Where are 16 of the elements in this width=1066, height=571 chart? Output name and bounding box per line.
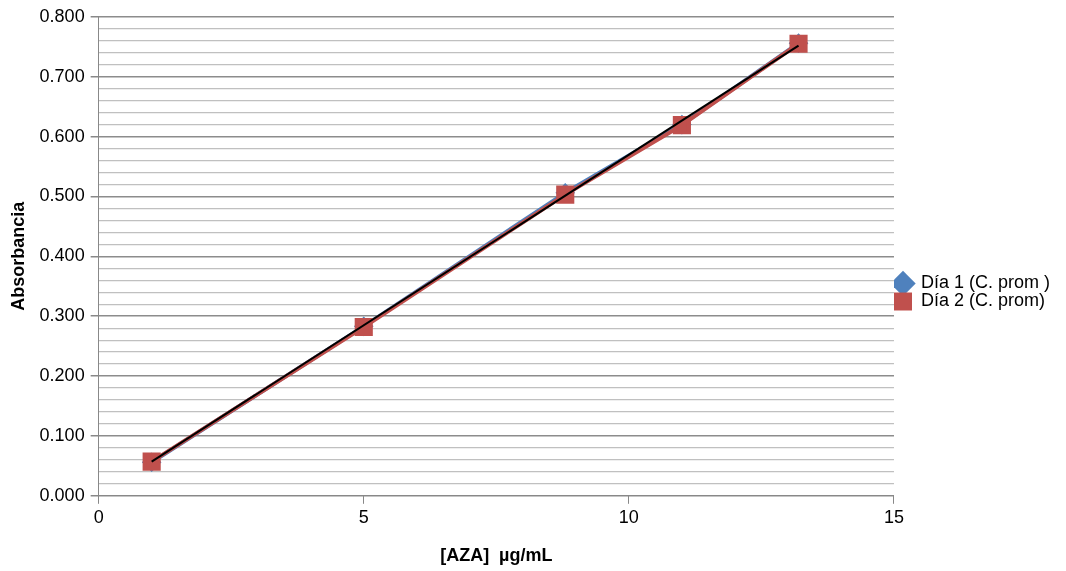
x-tick-label: 5 bbox=[358, 506, 369, 527]
y-axis-title: Absorbancia bbox=[7, 200, 28, 311]
y-tick-label: 0.500 bbox=[39, 185, 85, 206]
x-tick-label: 10 bbox=[618, 506, 639, 527]
y-tick-label: 0.700 bbox=[39, 65, 85, 86]
x-tick-label: 0 bbox=[93, 506, 104, 527]
x-tick-label: 15 bbox=[883, 506, 904, 527]
y-tick-label: 0.200 bbox=[39, 365, 85, 386]
legend-label: Día 1 (C. prom ) bbox=[920, 272, 1051, 293]
y-tick-label: 0.600 bbox=[39, 125, 85, 146]
y-tick-label: 0.100 bbox=[39, 424, 85, 445]
y-tick-label: 0.400 bbox=[39, 245, 85, 266]
y-tick-label: 0.300 bbox=[39, 305, 85, 326]
y-tick-label: 0.000 bbox=[39, 484, 85, 505]
x-axis-title: [AZA] µg/mL bbox=[440, 545, 553, 566]
y-tick-label: 0.800 bbox=[39, 5, 85, 26]
